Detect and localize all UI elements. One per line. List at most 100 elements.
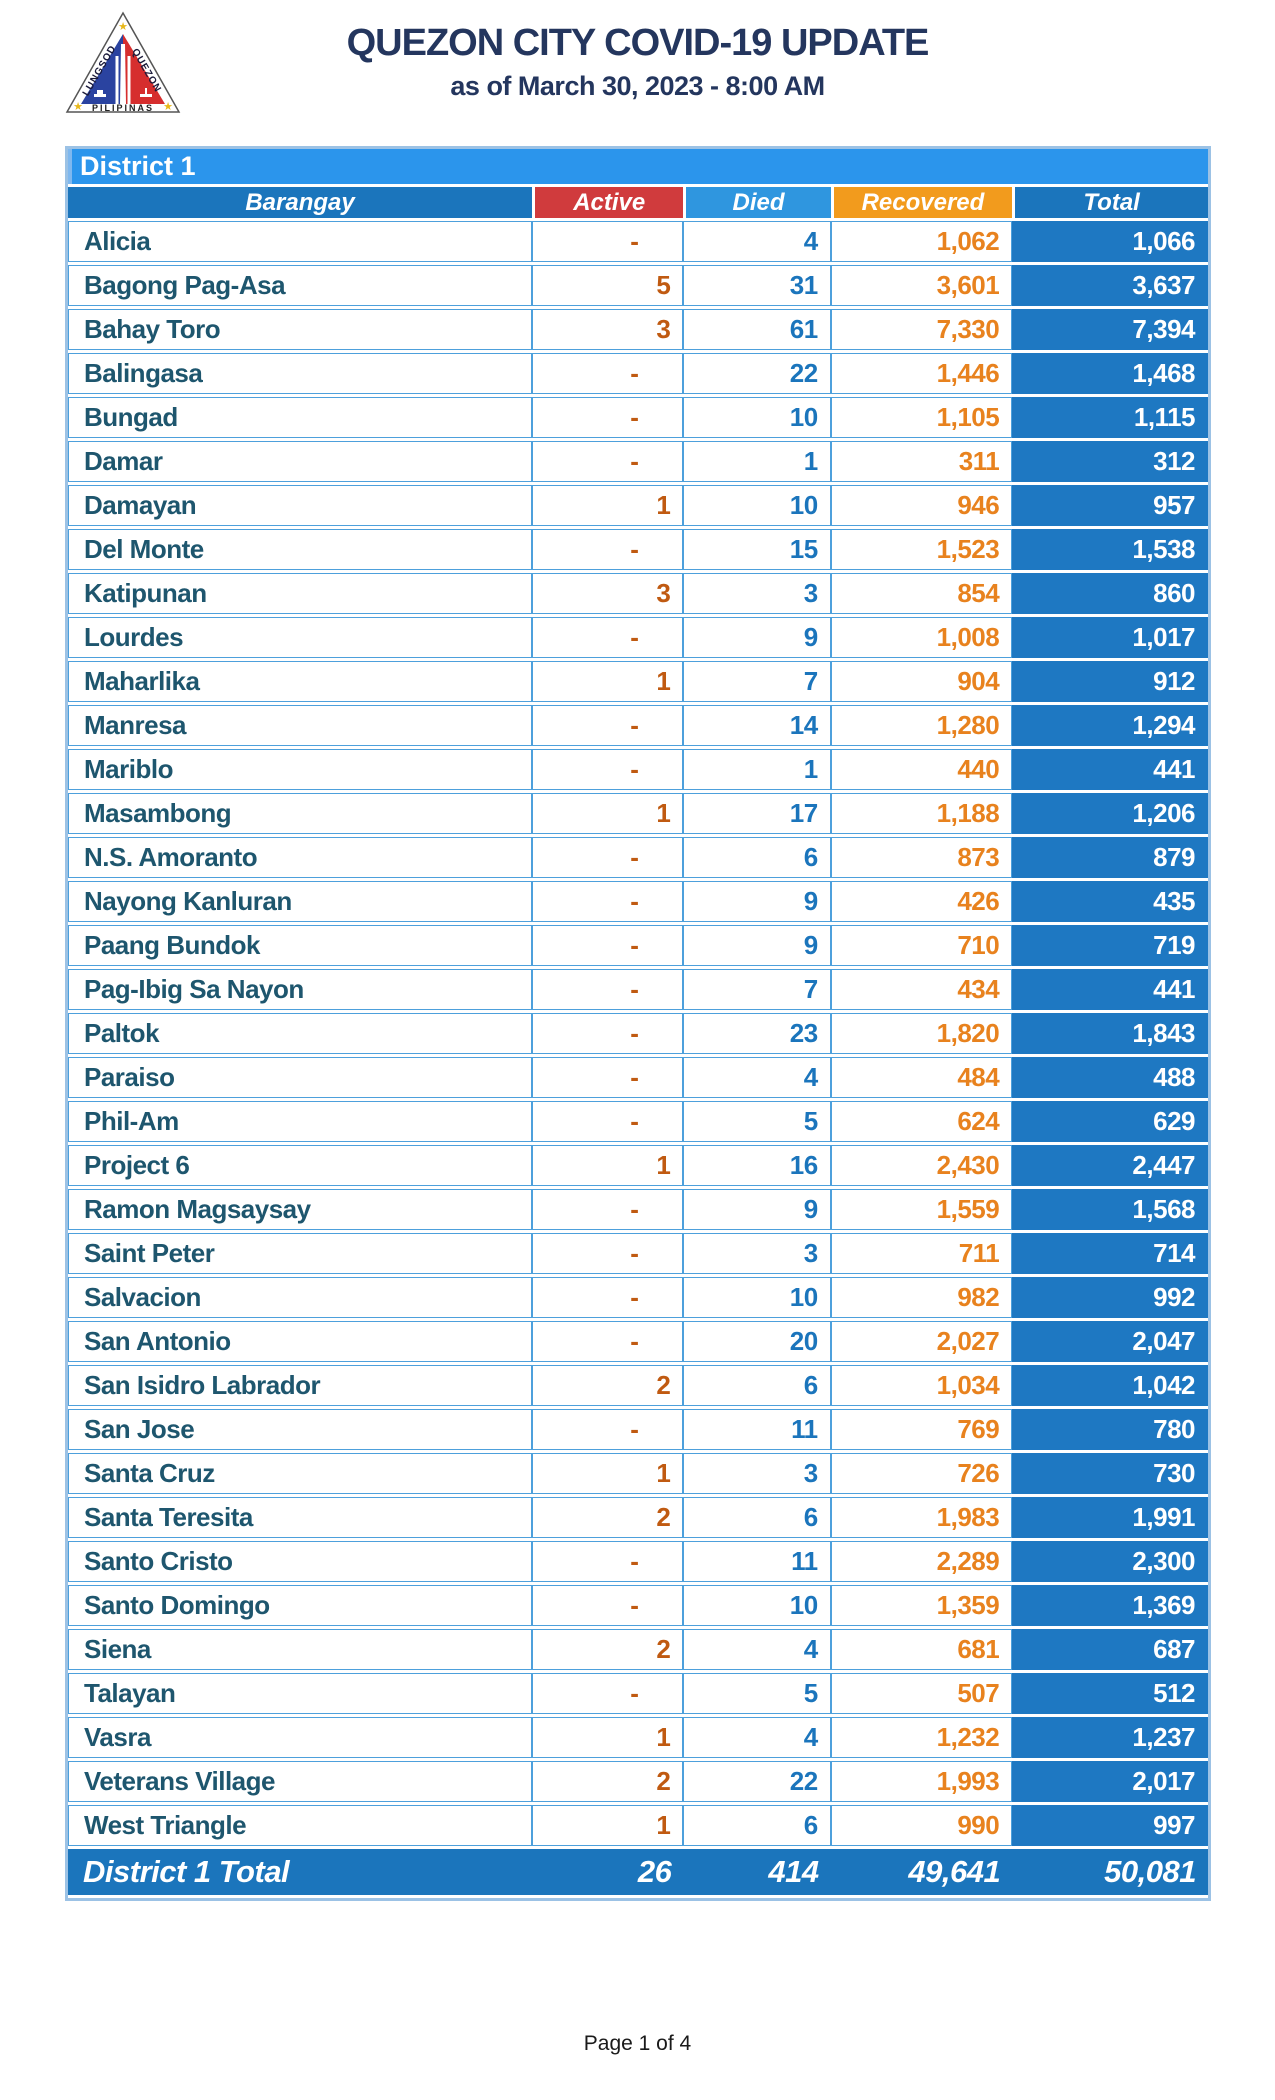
cell-recovered: 681 <box>830 1629 1013 1670</box>
cell-recovered: 1,105 <box>830 397 1013 438</box>
table-row: Bagong Pag-Asa 5 31 3,601 3,637 <box>68 265 1208 306</box>
cell-recovered: 1,034 <box>830 1365 1013 1406</box>
cell-died: 7 <box>683 969 831 1010</box>
cell-barangay: Santa Cruz <box>68 1453 533 1494</box>
cell-recovered: 873 <box>830 837 1013 878</box>
cell-total: 2,017 <box>1012 1761 1208 1802</box>
cell-active: - <box>532 969 684 1010</box>
cell-active: 3 <box>532 309 684 350</box>
cell-died: 23 <box>683 1013 831 1054</box>
cell-recovered: 726 <box>830 1453 1013 1494</box>
table-row: Paltok -23 1,820 1,843 <box>68 1013 1208 1054</box>
cell-died: 1 <box>683 441 831 482</box>
district-total-row: District 1 Total 26 414 49,641 50,081 <box>68 1849 1208 1895</box>
cell-total: 997 <box>1012 1805 1208 1846</box>
cell-barangay: Talayan <box>68 1673 533 1714</box>
cell-recovered: 1,820 <box>830 1013 1013 1054</box>
cell-active: - <box>532 1541 684 1582</box>
cell-died: 6 <box>683 1497 831 1538</box>
cell-died: 3 <box>683 1453 831 1494</box>
cell-died: 10 <box>683 485 831 526</box>
cell-total: 1,843 <box>1012 1013 1208 1054</box>
cell-recovered: 1,983 <box>830 1497 1013 1538</box>
cell-total: 1,115 <box>1012 397 1208 438</box>
cell-total: 1,369 <box>1012 1585 1208 1626</box>
cell-total: 2,300 <box>1012 1541 1208 1582</box>
district-1-table: District 1 Barangay Active Died Recovere… <box>65 146 1211 1901</box>
cell-recovered: 624 <box>830 1101 1013 1142</box>
cell-recovered: 1,559 <box>830 1189 1013 1230</box>
table-row: Santo Cristo -11 2,289 2,300 <box>68 1541 1208 1582</box>
cell-recovered: 1,993 <box>830 1761 1013 1802</box>
cell-barangay: Alicia <box>68 221 533 262</box>
cell-total: 1,042 <box>1012 1365 1208 1406</box>
cell-barangay: Paltok <box>68 1013 533 1054</box>
cell-active: 1 <box>532 485 684 526</box>
cell-died: 5 <box>683 1101 831 1142</box>
cell-active: - <box>532 441 684 482</box>
cell-active: - <box>532 1013 684 1054</box>
cell-active: - <box>532 1409 684 1450</box>
table-header: Barangay Active Died Recovered Total <box>68 187 1208 218</box>
cell-barangay: Santo Cristo <box>68 1541 533 1582</box>
cell-total: 1,237 <box>1012 1717 1208 1758</box>
cell-total: 2,447 <box>1012 1145 1208 1186</box>
table-row: Manresa -14 1,280 1,294 <box>68 705 1208 746</box>
quezon-city-seal-logo: ★ ★ ★ LUNGSOD QUEZON PILIPINAS <box>65 11 181 113</box>
table-row: Santo Domingo -10 1,359 1,369 <box>68 1585 1208 1626</box>
cell-died: 10 <box>683 1277 831 1318</box>
cell-barangay: Bungad <box>68 397 533 438</box>
cell-total: 860 <box>1012 573 1208 614</box>
cell-active: 1 <box>532 1453 684 1494</box>
table-row: N.S. Amoranto -6 873 879 <box>68 837 1208 878</box>
cell-active: - <box>532 1057 684 1098</box>
table-row: Maharlika 1 7 904 912 <box>68 661 1208 702</box>
cell-total: 912 <box>1012 661 1208 702</box>
cell-total: 1,066 <box>1012 221 1208 262</box>
district-header: District 1 <box>68 149 1208 184</box>
column-header-recovered: Recovered <box>830 187 1013 218</box>
cell-died: 6 <box>683 1805 831 1846</box>
cell-recovered: 311 <box>830 441 1013 482</box>
column-header-barangay: Barangay <box>68 187 533 218</box>
cell-active: 3 <box>532 573 684 614</box>
table-row: Talayan -5 507 512 <box>68 1673 1208 1714</box>
table-row: Alicia -4 1,062 1,066 <box>68 221 1208 262</box>
cell-died: 1 <box>683 749 831 790</box>
cell-recovered: 1,523 <box>830 529 1013 570</box>
cell-recovered: 440 <box>830 749 1013 790</box>
cell-barangay: Mariblo <box>68 749 533 790</box>
cell-active: - <box>532 353 684 394</box>
cell-recovered: 7,330 <box>830 309 1013 350</box>
cell-died: 9 <box>683 1189 831 1230</box>
cell-barangay: West Triangle <box>68 1805 533 1846</box>
page-title: QUEZON CITY COVID-19 UPDATE <box>346 22 930 64</box>
cell-active: 1 <box>532 1145 684 1186</box>
cell-barangay: Damayan <box>68 485 533 526</box>
cell-recovered: 2,027 <box>830 1321 1013 1362</box>
table-row: Damar -1 311 312 <box>68 441 1208 482</box>
cell-total: 714 <box>1012 1233 1208 1274</box>
cell-barangay: Veterans Village <box>68 1761 533 1802</box>
cell-total: 879 <box>1012 837 1208 878</box>
cell-total: 629 <box>1012 1101 1208 1142</box>
cell-died: 5 <box>683 1673 831 1714</box>
table-row: Saint Peter -3 711 714 <box>68 1233 1208 1274</box>
table-row: Pag-Ibig Sa Nayon -7 434 441 <box>68 969 1208 1010</box>
cell-active: - <box>532 749 684 790</box>
table-row: Del Monte -15 1,523 1,538 <box>68 529 1208 570</box>
table-row: Santa Teresita 2 6 1,983 1,991 <box>68 1497 1208 1538</box>
cell-recovered: 507 <box>830 1673 1013 1714</box>
cell-barangay: Manresa <box>68 705 533 746</box>
table-row: Salvacion -10 982 992 <box>68 1277 1208 1318</box>
star-icon: ★ <box>73 101 83 113</box>
cell-active: 1 <box>532 661 684 702</box>
table-footer: District 1 Total 26 414 49,641 50,081 <box>68 1849 1208 1895</box>
cell-barangay: Del Monte <box>68 529 533 570</box>
cell-barangay: Katipunan <box>68 573 533 614</box>
cell-died: 7 <box>683 661 831 702</box>
cell-died: 11 <box>683 1541 831 1582</box>
total-row-active: 26 <box>532 1849 684 1895</box>
cell-died: 22 <box>683 353 831 394</box>
cell-died: 4 <box>683 1057 831 1098</box>
